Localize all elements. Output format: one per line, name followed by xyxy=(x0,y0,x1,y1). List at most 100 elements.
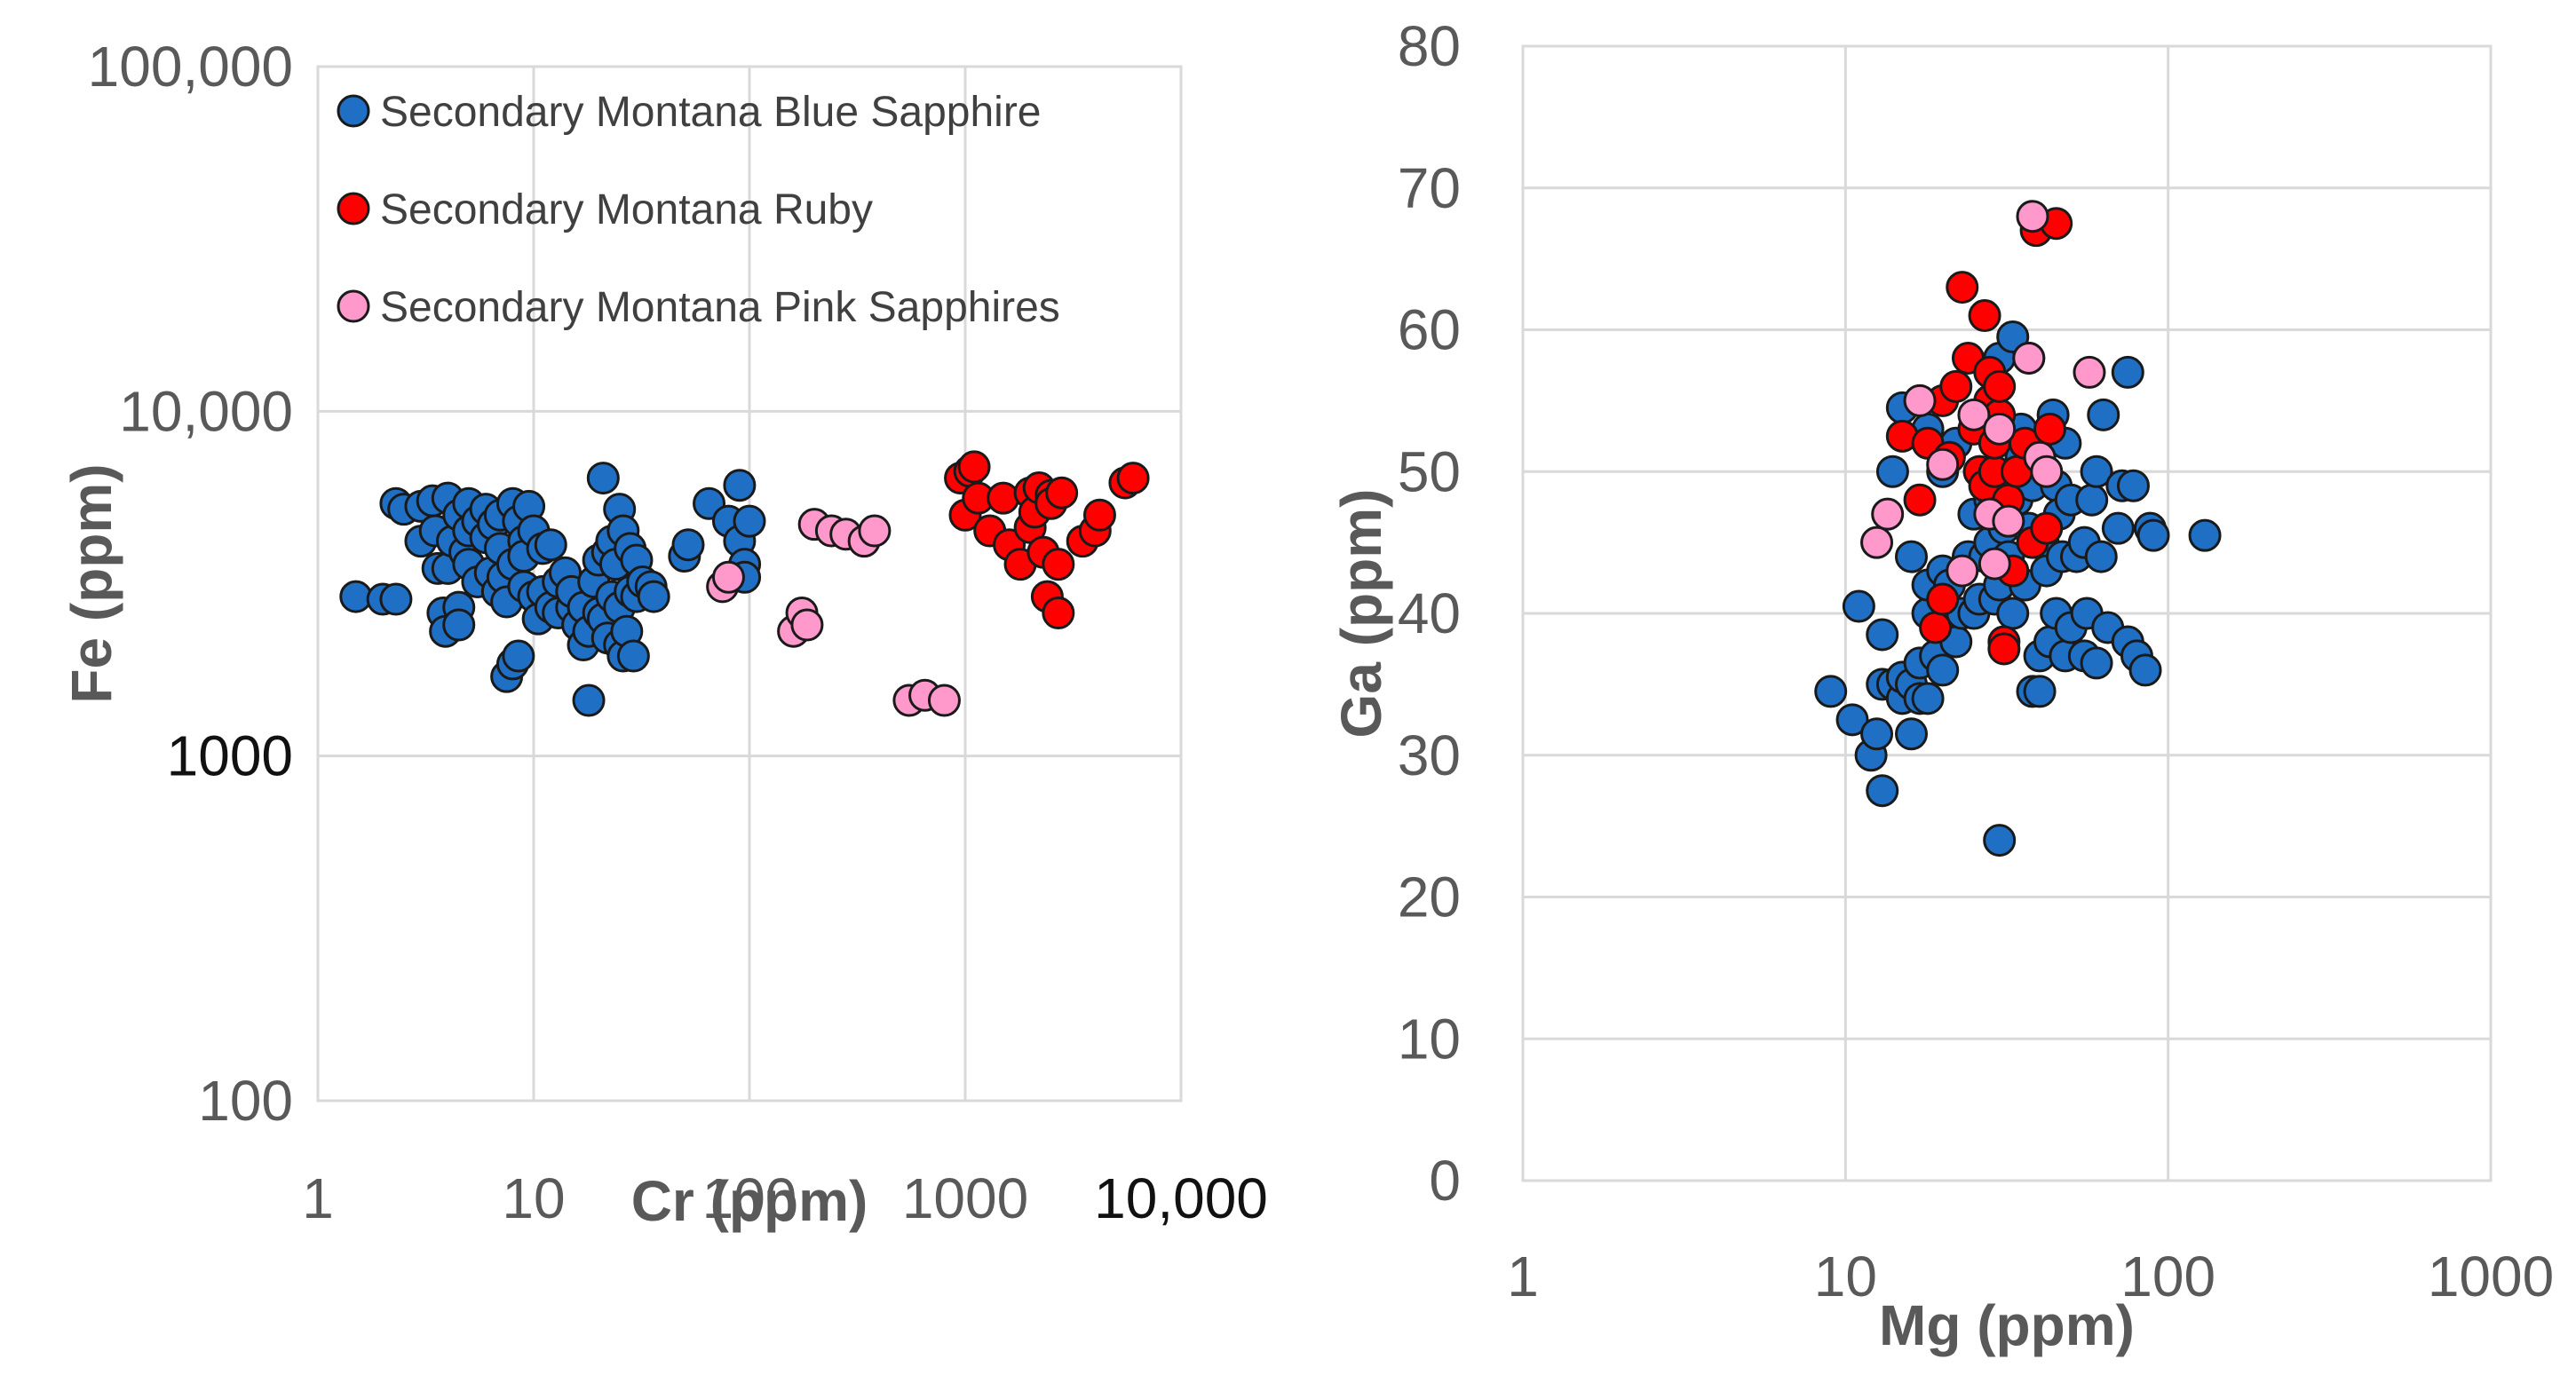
blue-sapphire-point xyxy=(1926,653,1960,687)
ruby-point xyxy=(2030,511,2064,545)
fe-vs-cr-plot-area xyxy=(316,65,1183,1103)
ruby-point xyxy=(957,450,991,484)
y-tick-label: 20 xyxy=(1398,865,1461,929)
ruby-point xyxy=(1968,299,2001,333)
ruby-point xyxy=(1042,597,1075,630)
ruby-point xyxy=(1939,369,1973,403)
ga-vs-mg-x-ticks: 1 10 100 1000 xyxy=(1507,1245,2554,1308)
pink-sapphire-point xyxy=(2016,200,2049,233)
ruby-point xyxy=(1042,548,1075,581)
y-tick-label: 80 xyxy=(1398,14,1461,78)
blue-sapphire-point xyxy=(2080,646,2113,680)
blue-sapphire-point xyxy=(616,639,650,673)
blue-sapphire-point xyxy=(2128,653,2162,687)
ruby-point xyxy=(1987,632,2021,666)
fe-vs-cr-y-axis-title: Fe (ppm) xyxy=(59,463,123,703)
y-tick-label: 1000 xyxy=(167,724,293,788)
pink-sapphire-point xyxy=(858,514,892,548)
blue-sapphire-point xyxy=(1866,618,1899,652)
ruby-point xyxy=(1082,498,1116,532)
x-tick-label: 100 xyxy=(2120,1245,2215,1308)
blue-sapphire-point xyxy=(572,684,606,717)
legend-marker-pink-sapphire xyxy=(337,289,370,323)
legend-label-blue-sapphire: Secondary Montana Blue Sapphire xyxy=(380,89,1042,136)
y-tick-label: 100 xyxy=(198,1069,293,1133)
pink-sapphire-point xyxy=(1871,497,1905,531)
pink-sapphire-point xyxy=(1992,504,2025,538)
blue-sapphire-point xyxy=(2188,518,2222,552)
blue-sapphire-point xyxy=(1842,589,1875,623)
ruby-point xyxy=(1045,476,1079,510)
ruby-point xyxy=(987,481,1020,515)
pink-sapphire-point xyxy=(2073,355,2106,389)
pink-sapphire-point xyxy=(1926,447,1960,481)
blue-sapphire-point xyxy=(1860,717,1894,751)
blue-sapphire-point xyxy=(2084,540,2118,573)
x-tick-label: 10 xyxy=(502,1166,565,1230)
blue-sapphire-point xyxy=(733,504,766,538)
blue-sapphire-point xyxy=(379,582,413,616)
ruby-point xyxy=(2033,412,2066,446)
blue-sapphire-point xyxy=(671,528,705,562)
blue-sapphire-point xyxy=(502,639,535,673)
blue-sapphire-point xyxy=(2101,511,2135,545)
legend-label-pink-sapphire: Secondary Montana Pink Sapphires xyxy=(380,284,1060,331)
ga-vs-mg-y-axis-title: Ga (ppm) xyxy=(1329,489,1393,739)
y-tick-label: 50 xyxy=(1398,439,1461,503)
pink-sapphire-point xyxy=(927,684,961,717)
y-tick-label: 40 xyxy=(1398,581,1461,645)
ruby-point xyxy=(1926,582,1960,616)
blue-sapphire-point xyxy=(1814,675,1848,708)
pink-sapphire-point xyxy=(790,608,824,642)
blue-sapphire-point xyxy=(339,580,373,613)
y-tick-label: 10,000 xyxy=(119,379,293,443)
blue-sapphire-point xyxy=(1866,774,1899,808)
blue-sapphire-point xyxy=(2080,454,2113,488)
blue-sapphire-point xyxy=(637,580,670,613)
x-tick-label: 100 xyxy=(702,1166,797,1230)
blue-sapphire-point xyxy=(586,462,620,495)
y-tick-label: 10 xyxy=(1398,1007,1461,1071)
x-tick-label: 1 xyxy=(302,1166,334,1230)
blue-sapphire-point xyxy=(2111,355,2144,389)
ruby-point xyxy=(1903,483,1937,517)
ruby-point xyxy=(1116,462,1150,495)
y-tick-label: 100,000 xyxy=(88,35,293,99)
blue-sapphire-point xyxy=(1835,703,1869,737)
blue-sapphire-point xyxy=(2116,469,2150,502)
fe-vs-cr-points xyxy=(339,450,1150,717)
pink-sapphire-point xyxy=(1860,526,1894,559)
ga-vs-mg-plot-area xyxy=(1521,44,2493,1182)
legend-marker-ruby xyxy=(337,192,370,225)
y-tick-label: 0 xyxy=(1429,1149,1461,1213)
ruby-point xyxy=(1919,611,1953,644)
blue-sapphire-point xyxy=(2075,483,2109,517)
blue-sapphire-point xyxy=(1875,454,1909,488)
ga-vs-mg-y-ticks: 0 10 20 30 40 50 60 70 80 xyxy=(1398,14,1461,1213)
fe-vs-cr-y-ticks: 100 1000 10,000 100,000 xyxy=(88,35,293,1133)
blue-sapphire-point xyxy=(2023,675,2057,708)
fe-vs-cr-x-ticks: 1 10 100 1000 10,000 xyxy=(302,1166,1268,1230)
pink-sapphire-point xyxy=(1903,383,1937,417)
ga-vs-mg-points xyxy=(1814,200,2222,858)
blue-sapphire-point xyxy=(1894,717,1928,751)
blue-sapphire-point xyxy=(1983,824,2017,858)
pink-sapphire-point xyxy=(1957,398,1991,431)
blue-sapphire-point xyxy=(534,528,567,562)
pink-sapphire-point xyxy=(711,560,745,594)
blue-sapphire-point xyxy=(442,608,476,642)
blue-sapphire-point xyxy=(723,469,757,502)
blue-sapphire-point xyxy=(2087,398,2120,431)
blue-sapphire-point xyxy=(1911,682,1945,715)
x-tick-label: 1000 xyxy=(902,1166,1028,1230)
legend-marker-blue-sapphire xyxy=(337,94,370,128)
x-tick-label: 10 xyxy=(1814,1245,1877,1308)
y-tick-label: 70 xyxy=(1398,156,1461,220)
x-tick-label: 1000 xyxy=(2428,1245,2554,1308)
blue-sapphire-point xyxy=(1996,597,2030,630)
fe-vs-cr-x-axis-title: Cr (ppm) xyxy=(631,1169,868,1233)
fe-vs-cr-chart: 1 10 100 1000 10,000 100 1000 10,000 100,000 Cr… xyxy=(59,35,1268,1233)
ga-vs-mg-x-axis-title: Mg (ppm) xyxy=(1879,1293,2135,1357)
blue-sapphire-point xyxy=(2136,518,2170,552)
